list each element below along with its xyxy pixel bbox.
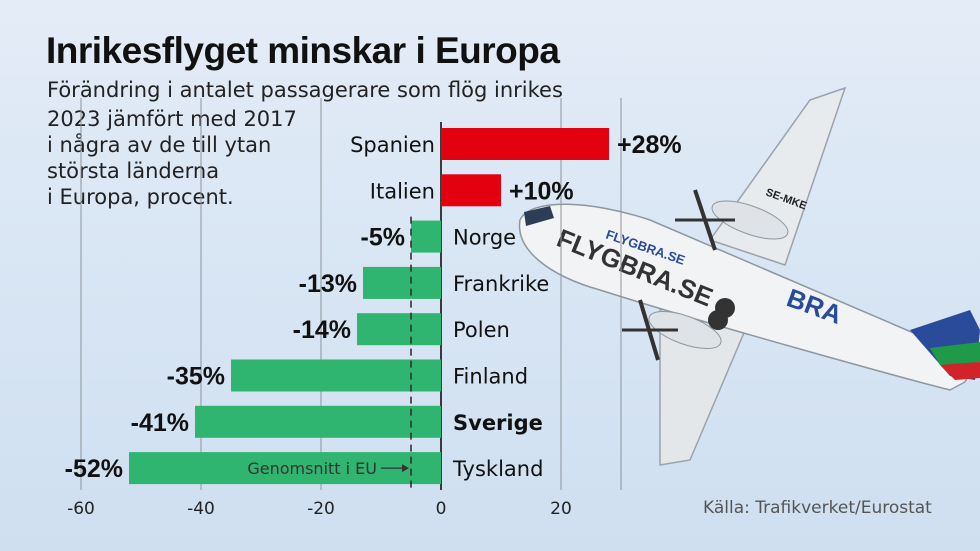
category-label-sverige: Sverige — [453, 411, 543, 435]
x-tick-label-4: 20 — [550, 499, 572, 519]
subtitle-line-4: största länderna — [47, 159, 220, 183]
eu-average-arrowhead — [402, 464, 409, 473]
airplane-photo: FLYGBRA.SE FLYGBRA.SE BRA SE-MKE — [518, 86, 980, 466]
bar-polen — [357, 313, 441, 346]
category-label-frankrike: Frankrike — [453, 272, 549, 296]
subtitle-line-3: i några av de till ytan — [47, 133, 272, 157]
bar-frankrike — [363, 266, 441, 299]
bar-norge — [411, 220, 441, 253]
value-label-sverige: -41% — [131, 409, 189, 437]
value-label-frankrike: -13% — [299, 270, 357, 298]
x-tick-label-1: -40 — [187, 499, 215, 519]
subtitle-line-5: i Europa, procent. — [47, 185, 234, 209]
value-label-italien: +10% — [509, 177, 574, 205]
category-label-norge: Norge — [453, 226, 516, 250]
bar-spanien — [441, 128, 609, 160]
value-label-polen: -14% — [293, 316, 351, 344]
category-label-finland: Finland — [453, 365, 528, 389]
eu-average-reference: Genomsnitt i EU — [247, 216, 412, 490]
bar-labels: Spanien +28% Italien +10% Norge -5% Frankrike -… — [65, 131, 682, 483]
value-label-norge: -5% — [361, 224, 405, 252]
eu-average-label: Genomsnitt i EU — [247, 459, 377, 478]
x-tick-label-0: -60 — [67, 499, 95, 519]
category-label-tyskland: Tyskland — [452, 457, 543, 481]
value-label-finland: -35% — [167, 363, 225, 391]
chart-title: Inrikesflyget minskar i Europa — [46, 30, 560, 71]
source-note: Källa: Trafikverket/Eurostat — [703, 498, 932, 518]
subtitle-line-2: 2023 jämfört med 2017 — [47, 107, 297, 131]
value-label-tyskland: -52% — [65, 455, 123, 483]
category-label-italien: Italien — [370, 179, 435, 203]
bar-sverige — [195, 405, 441, 438]
category-label-spanien: Spanien — [350, 133, 435, 157]
category-label-polen: Polen — [453, 318, 510, 342]
x-tick-label-2: -20 — [307, 499, 335, 519]
x-axis-ticks: -60 -40 -20 0 20 — [67, 499, 572, 519]
x-tick-label-3: 0 — [436, 499, 447, 519]
value-label-spanien: +28% — [617, 131, 682, 159]
bar-italien — [441, 174, 501, 207]
bar-finland — [231, 359, 441, 392]
subtitle-line-1: Förändring i antalet passagerare som flö… — [47, 78, 563, 102]
